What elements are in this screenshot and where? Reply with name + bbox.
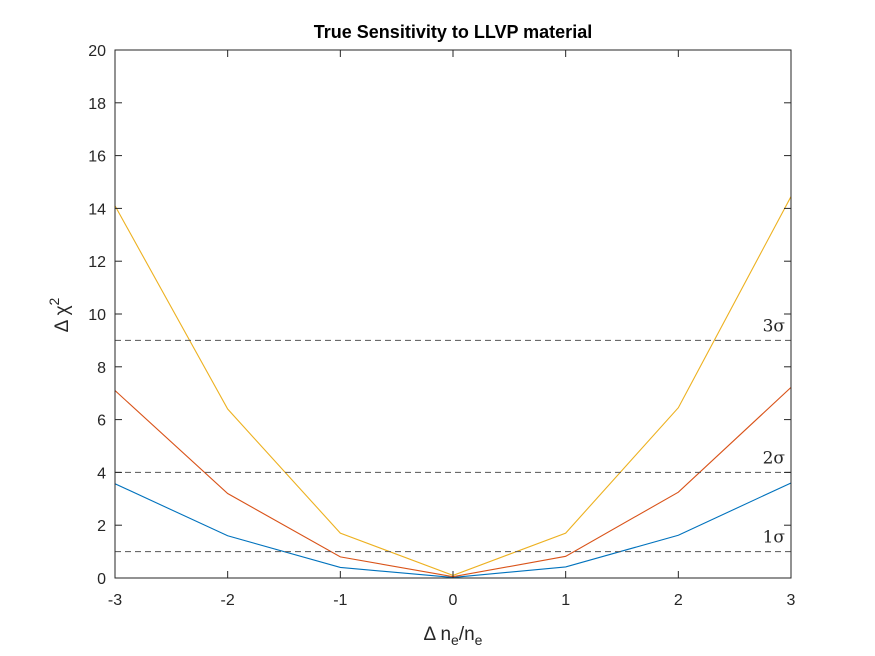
- reference-label-1: 1σ: [763, 528, 786, 548]
- y-tick-label: 8: [97, 360, 106, 377]
- y-tick-label: 18: [88, 96, 106, 113]
- x-tick-label: 0: [449, 592, 458, 609]
- reference-label-2: 2σ: [763, 448, 786, 468]
- chart-title: True Sensitivity to LLVP material: [314, 22, 592, 42]
- x-tick-label: 3: [787, 592, 796, 609]
- y-tick-label: 16: [88, 149, 106, 166]
- y-tick-label: 10: [88, 307, 106, 324]
- y-tick-label: 14: [88, 201, 106, 218]
- y-tick-label: 2: [97, 518, 106, 535]
- axes: [114, 49, 792, 579]
- reference-label-3: 3σ: [763, 316, 786, 336]
- y-tick-label: 6: [97, 413, 106, 430]
- x-tick-label: -1: [333, 592, 347, 609]
- y-tick-label: 4: [97, 465, 106, 482]
- y-tick-label: 0: [97, 571, 106, 588]
- y-tick-label: 20: [88, 43, 106, 60]
- reference-lines: 1σ 2σ 3σ: [115, 316, 791, 553]
- x-tick-label: -3: [108, 592, 122, 609]
- x-tick-label: -2: [221, 592, 235, 609]
- x-axis-label: Δ ne/ne: [424, 624, 483, 648]
- y-axis-label: Δ χ2: [46, 297, 73, 332]
- x-tick-label: 2: [674, 592, 683, 609]
- x-tick-label: 1: [561, 592, 570, 609]
- y-tick-label: 12: [88, 254, 106, 271]
